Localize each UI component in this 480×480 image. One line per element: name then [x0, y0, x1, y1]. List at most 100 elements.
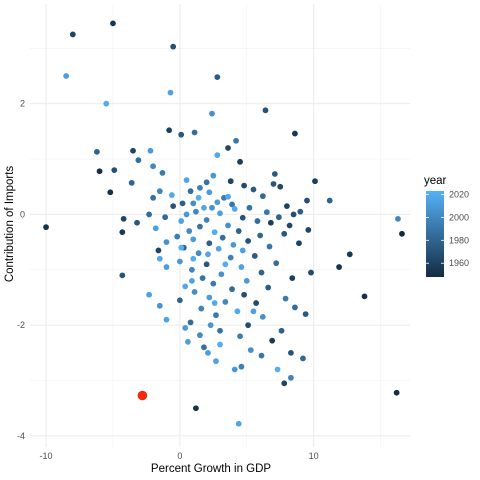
- data-point: [254, 218, 261, 224]
- data-point: [247, 347, 254, 353]
- data-point: [288, 349, 294, 356]
- data-point: [191, 129, 198, 136]
- highlight-layer: [137, 390, 148, 401]
- data-point: [178, 218, 185, 224]
- legend-tick-label: 2000: [449, 212, 469, 222]
- data-point: [201, 344, 207, 351]
- data-point: [170, 203, 177, 210]
- data-point: [178, 131, 185, 138]
- data-point: [167, 89, 174, 96]
- data-point: [239, 247, 246, 254]
- data-point: [292, 130, 298, 137]
- data-point: [156, 255, 163, 262]
- data-point: [210, 172, 217, 179]
- data-point: [198, 305, 205, 312]
- data-point: [288, 374, 294, 381]
- data-point: [152, 225, 159, 232]
- data-point: [94, 148, 100, 155]
- data-point: [120, 215, 127, 222]
- data-point: [234, 308, 241, 315]
- data-point: [277, 183, 284, 190]
- data-point: [156, 302, 163, 309]
- x-axis-title: Percent Growth in GDP: [151, 463, 271, 475]
- data-point: [229, 286, 235, 293]
- data-point: [218, 271, 225, 278]
- data-point: [292, 304, 298, 311]
- data-point: [241, 291, 247, 298]
- data-point: [245, 238, 251, 244]
- data-point: [210, 280, 217, 287]
- data-point: [179, 200, 186, 207]
- data-point: [227, 254, 234, 261]
- data-point: [119, 272, 126, 279]
- data-point: [207, 322, 214, 329]
- data-point: [239, 214, 246, 221]
- data-point: [206, 189, 213, 196]
- data-point: [107, 189, 114, 196]
- data-point: [270, 181, 277, 187]
- data-point: [289, 275, 296, 282]
- data-point: [258, 269, 265, 276]
- data-point: [217, 210, 223, 217]
- data-point: [281, 380, 288, 387]
- data-point: [203, 217, 210, 223]
- data-point: [155, 247, 162, 254]
- data-point: [286, 222, 293, 229]
- data-point: [111, 167, 118, 174]
- data-point: [189, 266, 195, 273]
- data-point: [166, 127, 173, 134]
- data-point: [119, 229, 126, 236]
- data-point: [134, 219, 140, 226]
- data-point: [182, 325, 189, 331]
- y-tick-label: -2: [17, 320, 25, 330]
- data-point: [238, 363, 245, 370]
- y-tick-label: -4: [17, 431, 25, 441]
- data-point: [214, 152, 221, 159]
- data-point: [290, 211, 297, 218]
- data-point: [146, 291, 152, 298]
- data-point: [225, 222, 231, 229]
- data-point: [168, 192, 175, 198]
- data-point: [250, 186, 257, 193]
- data-point: [296, 240, 302, 247]
- data-point: [178, 244, 185, 251]
- y-tick-labels: -4 -2 0 2: [17, 99, 25, 441]
- data-point: [230, 241, 237, 248]
- data-point: [43, 224, 49, 231]
- data-point: [237, 158, 243, 165]
- data-point: [183, 177, 190, 183]
- data-point: [312, 178, 318, 185]
- data-point: [147, 147, 154, 154]
- data-point: [235, 420, 242, 427]
- data-point: [399, 230, 405, 237]
- data-point: [195, 194, 202, 201]
- data-point: [250, 308, 257, 315]
- y-tick-label: 2: [20, 99, 25, 109]
- data-point: [150, 194, 156, 201]
- data-point: [265, 284, 272, 291]
- data-point: [217, 327, 223, 334]
- data-point: [235, 228, 242, 234]
- legend-colorbar: [426, 191, 444, 277]
- data-point: [159, 169, 166, 176]
- data-point: [238, 264, 245, 270]
- minor-gridlines: [30, 4, 410, 447]
- data-point: [205, 251, 211, 258]
- data-point: [96, 168, 103, 175]
- data-point: [219, 234, 226, 241]
- data-point: [182, 283, 189, 290]
- data-point: [193, 208, 199, 215]
- data-point: [146, 211, 152, 218]
- data-point: [262, 107, 269, 114]
- legend-tick-label: 1960: [449, 258, 469, 268]
- data-point: [197, 184, 203, 191]
- data-point: [273, 260, 280, 267]
- data-point: [211, 229, 218, 236]
- data-point: [253, 300, 260, 306]
- data-point: [176, 297, 183, 304]
- data-point: [300, 355, 306, 362]
- data-point: [246, 204, 253, 211]
- data-point: [162, 214, 169, 221]
- data-point: [174, 233, 181, 240]
- data-point: [245, 322, 251, 329]
